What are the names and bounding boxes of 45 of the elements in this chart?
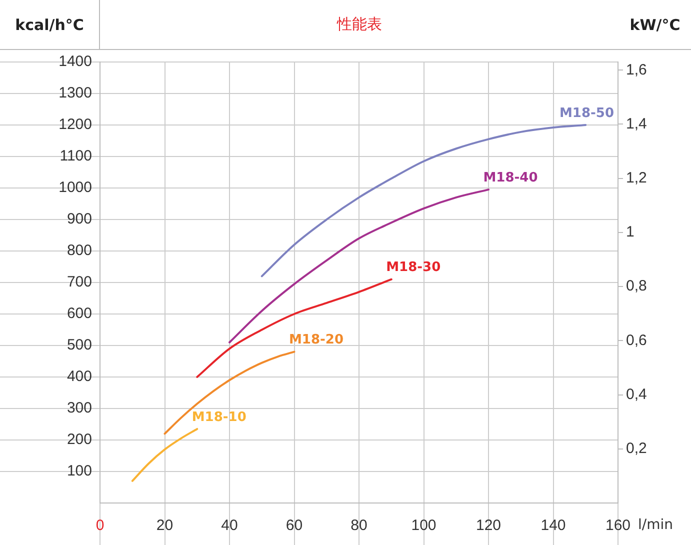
y-tick-label: 800 bbox=[66, 242, 92, 260]
x-tick-label: 60 bbox=[286, 517, 303, 534]
y-tick-label: 1400 bbox=[58, 53, 92, 70]
y-tick-label: 1200 bbox=[58, 116, 92, 134]
y-tick-label: 1300 bbox=[58, 84, 92, 102]
x-tick-label: 140 bbox=[540, 517, 566, 534]
series-label: M18-30 bbox=[386, 260, 441, 276]
y2-tick-label: 0,6 bbox=[626, 332, 647, 349]
x-tick-label: 0 bbox=[96, 517, 104, 534]
y-tick-label: 200 bbox=[66, 431, 92, 448]
y2-tick-label: 1,4 bbox=[626, 115, 647, 132]
y2-tick-label: 1,6 bbox=[626, 61, 647, 78]
series-label: M18-40 bbox=[483, 170, 538, 186]
x-tick-label: 40 bbox=[221, 517, 238, 534]
line-series bbox=[131, 428, 198, 482]
y-tick-label: 100 bbox=[66, 462, 92, 480]
y2-tick-label: 1,2 bbox=[626, 169, 647, 186]
x-tick-label: 120 bbox=[476, 517, 502, 534]
line-series bbox=[228, 188, 490, 344]
y2-tick-label: 0,8 bbox=[626, 278, 647, 295]
y-tick-label: 900 bbox=[66, 210, 92, 228]
line-series bbox=[260, 124, 587, 278]
y-tick-label: 500 bbox=[66, 336, 92, 354]
x-tick-label: 160 bbox=[605, 517, 631, 534]
y2-axis-title: kW/°C bbox=[619, 0, 691, 50]
y-tick-label: 300 bbox=[66, 400, 92, 417]
y2-tick-label: 0,2 bbox=[626, 440, 647, 458]
x-tick-label: 80 bbox=[350, 517, 368, 534]
y-axis-title: kcal/h°C bbox=[0, 0, 100, 50]
x-axis-title: l/min bbox=[638, 517, 674, 533]
x-tick-label: 100 bbox=[411, 517, 436, 534]
series-label: M18-10 bbox=[192, 410, 246, 425]
y-tick-label: 1100 bbox=[60, 148, 92, 165]
y2-tick-label: 1 bbox=[626, 224, 634, 241]
series-label: M18-20 bbox=[288, 332, 344, 348]
y2-tick-label: 0,4 bbox=[626, 386, 647, 403]
x-tick-label: 20 bbox=[156, 517, 174, 534]
y-tick-label: 1000 bbox=[58, 179, 92, 196]
line-series bbox=[164, 350, 296, 435]
line-series bbox=[196, 278, 392, 378]
y-tick-label: 400 bbox=[66, 368, 92, 386]
y-tick-label: 600 bbox=[66, 305, 92, 322]
series-label: M18-50 bbox=[559, 106, 614, 121]
chart-title: 性能表 bbox=[100, 0, 619, 50]
y-tick-label: 700 bbox=[66, 274, 92, 291]
